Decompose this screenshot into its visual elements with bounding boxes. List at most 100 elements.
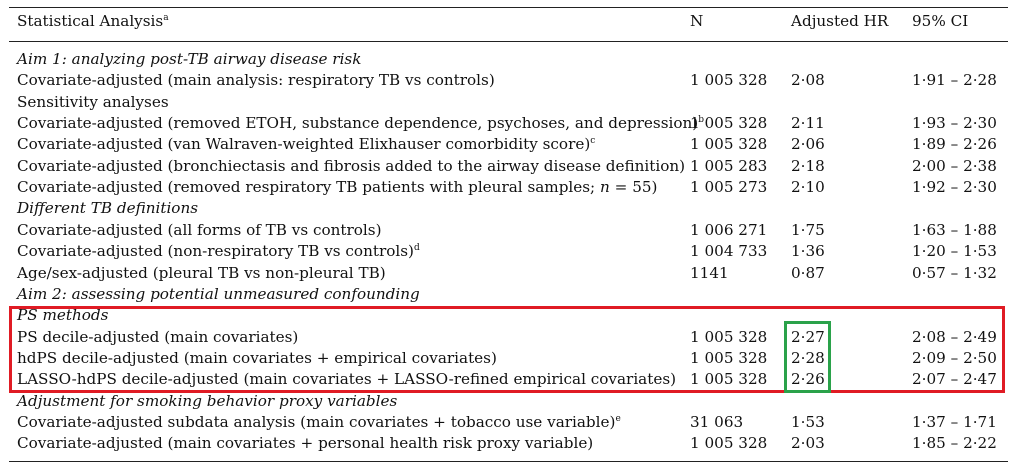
header-analysis: Statistical Analysisa (17, 11, 169, 32)
table-row: LASSO-hdPS decile-adjusted (main covaria… (9, 369, 1008, 390)
n-value: 1141 (690, 263, 729, 282)
header-row: Statistical Analysisa N Adjusted HR 95% … (9, 11, 1008, 32)
red-highlight-box (9, 306, 1005, 393)
ci-value: 1·92 – 2·30 (912, 178, 997, 197)
n-value: 1 005 328 (690, 434, 768, 453)
row-label-text: Covariate-adjusted (removed respiratory … (17, 178, 596, 197)
row-label: Covariate-adjusted (bronchiectasis and f… (17, 156, 685, 177)
header-ci: 95% CI (912, 12, 969, 30)
table-row: Covariate-adjusted (all forms of TB vs c… (9, 220, 1008, 241)
row-label: Covariate-adjusted (van Walraven-weighte… (17, 134, 595, 155)
ci-value: 1·37 – 1·71 (912, 412, 997, 431)
table-row: Covariate-adjusted (van Walraven-weighte… (9, 134, 1008, 155)
section-heading-row: Aim 1: analyzing post-TB airway disease … (9, 49, 1008, 70)
row-label-text: Adjustment for smoking behavior proxy va… (17, 391, 398, 410)
table-row: Covariate-adjusted (main analysis: respi… (9, 70, 1008, 91)
hr-value: 2·08 (791, 71, 825, 90)
row-label: Covariate-adjusted (all forms of TB vs c… (17, 220, 382, 241)
footnote-marker: e (615, 413, 621, 424)
n-value: 1 004 733 (690, 242, 768, 261)
hr-value: 2·18 (791, 156, 825, 175)
header-n: N (690, 12, 704, 30)
ci-value: 1·20 – 1·53 (912, 242, 997, 261)
ci-value: 1·91 – 2·28 (912, 71, 997, 90)
row-label-text: Covariate-adjusted (removed ETOH, substa… (17, 114, 699, 133)
row-label: Covariate-adjusted (non-respiratory TB v… (17, 241, 420, 262)
ci-value: 2·09 – 2·50 (912, 348, 997, 367)
hr-value: 2·28 (791, 348, 825, 367)
row-label-text: Sensitivity analyses (17, 92, 169, 111)
table-row: Covariate-adjusted (removed respiratory … (9, 177, 1008, 198)
row-label: Aim 2: assessing potential unmeasured co… (17, 284, 420, 305)
section-heading-row: Sensitivity analyses (9, 92, 1008, 113)
n-value: 1 005 328 (690, 370, 768, 389)
row-label: PS decile-adjusted (main covariates) (17, 327, 298, 348)
n-value: 1 005 328 (690, 135, 768, 154)
row-label-text: Aim 1: analyzing post-TB airway disease … (17, 50, 362, 68)
row-label: Different TB definitions (17, 198, 198, 219)
row-label-text: Covariate-adjusted (van Walraven-weighte… (17, 135, 591, 154)
ci-value: 1·89 – 2·26 (912, 135, 997, 154)
n-value: 1 005 328 (690, 71, 768, 90)
n-value: 1 005 283 (690, 156, 768, 175)
header-analysis-text: Statistical Analysis (17, 12, 164, 30)
ci-value: 2·00 – 2·38 (912, 156, 997, 175)
footnote-marker: d (413, 243, 420, 254)
section-heading-row: Adjustment for smoking behavior proxy va… (9, 391, 1008, 412)
row-label: Covariate-adjusted (main analysis: respi… (17, 70, 495, 91)
row-label-text: Covariate-adjusted (main analysis: respi… (17, 71, 495, 90)
hr-value: 2·26 (791, 370, 825, 389)
bottom-rule (9, 461, 1008, 462)
table-row: Covariate-adjusted (bronchiectasis and f… (9, 156, 1008, 177)
table-row: hdPS decile-adjusted (main covariates + … (9, 348, 1008, 369)
hr-value: 2·27 (791, 327, 825, 346)
row-label-text: Covariate-adjusted (bronchiectasis and f… (17, 156, 686, 175)
header-analysis-sup: a (163, 13, 169, 23)
row-label-text: Covariate-adjusted subdata analysis (mai… (17, 412, 616, 431)
ci-value: 2·08 – 2·49 (912, 327, 997, 346)
ci-value: 1·63 – 1·88 (912, 220, 997, 239)
row-label-text: Covariate-adjusted (main covariates + pe… (17, 434, 594, 453)
row-label-italic: n (600, 178, 610, 197)
row-label-text: PS decile-adjusted (main covariates) (17, 327, 299, 346)
row-label: Covariate-adjusted (removed ETOH, substa… (17, 113, 704, 134)
green-highlight-box (784, 321, 831, 393)
ci-value: 0·57 – 1·32 (912, 263, 997, 282)
row-label: LASSO-hdPS decile-adjusted (main covaria… (17, 369, 676, 390)
n-value: 31 063 (690, 412, 744, 431)
footnote-marker: b (698, 115, 704, 126)
hr-value: 2·11 (791, 114, 825, 133)
row-label-text: Different TB definitions (17, 199, 199, 218)
table-row: Covariate-adjusted (removed ETOH, substa… (9, 113, 1008, 134)
row-label-text: LASSO-hdPS decile-adjusted (main covaria… (17, 370, 677, 389)
table-row: Covariate-adjusted (main covariates + pe… (9, 433, 1008, 454)
row-label-text: Aim 2: assessing potential unmeasured co… (17, 284, 420, 303)
section-heading-row: Different TB definitions (9, 198, 1008, 219)
top-rule (9, 7, 1008, 8)
row-label: Covariate-adjusted (removed respiratory … (17, 177, 657, 198)
header-hr: Adjusted HR (791, 12, 889, 30)
row-label: Age/sex-adjusted (pleural TB vs non-pleu… (17, 263, 386, 284)
row-label-text: hdPS decile-adjusted (main covariates + … (17, 348, 497, 367)
ci-value: 1·93 – 2·30 (912, 114, 997, 133)
row-label: Adjustment for smoking behavior proxy va… (17, 391, 397, 412)
table-row: Covariate-adjusted (non-respiratory TB v… (9, 241, 1008, 262)
hr-value: 2·06 (791, 135, 825, 154)
row-label-text: PS methods (17, 306, 109, 325)
row-label: Covariate-adjusted subdata analysis (mai… (17, 412, 621, 433)
ci-value: 1·85 – 2·22 (912, 434, 997, 453)
row-label: Sensitivity analyses (17, 92, 169, 113)
table-row: Age/sex-adjusted (pleural TB vs non-pleu… (9, 263, 1008, 284)
hr-value: 1·53 (791, 412, 825, 431)
row-label-text: Covariate-adjusted (non-respiratory TB v… (17, 242, 414, 261)
header-rule (9, 41, 1008, 42)
row-label: hdPS decile-adjusted (main covariates + … (17, 348, 497, 369)
section-heading-row: PS methods (9, 305, 1008, 326)
row-label-text: Age/sex-adjusted (pleural TB vs non-pleu… (17, 263, 386, 282)
n-value: 1 005 328 (690, 327, 768, 346)
n-value: 1 006 271 (690, 220, 768, 239)
ci-value: 2·07 – 2·47 (912, 370, 997, 389)
hr-value: 1·75 (791, 220, 825, 239)
table-row: Covariate-adjusted subdata analysis (mai… (9, 412, 1008, 433)
table-row: PS decile-adjusted (main covariates) 1 00… (9, 327, 1008, 348)
